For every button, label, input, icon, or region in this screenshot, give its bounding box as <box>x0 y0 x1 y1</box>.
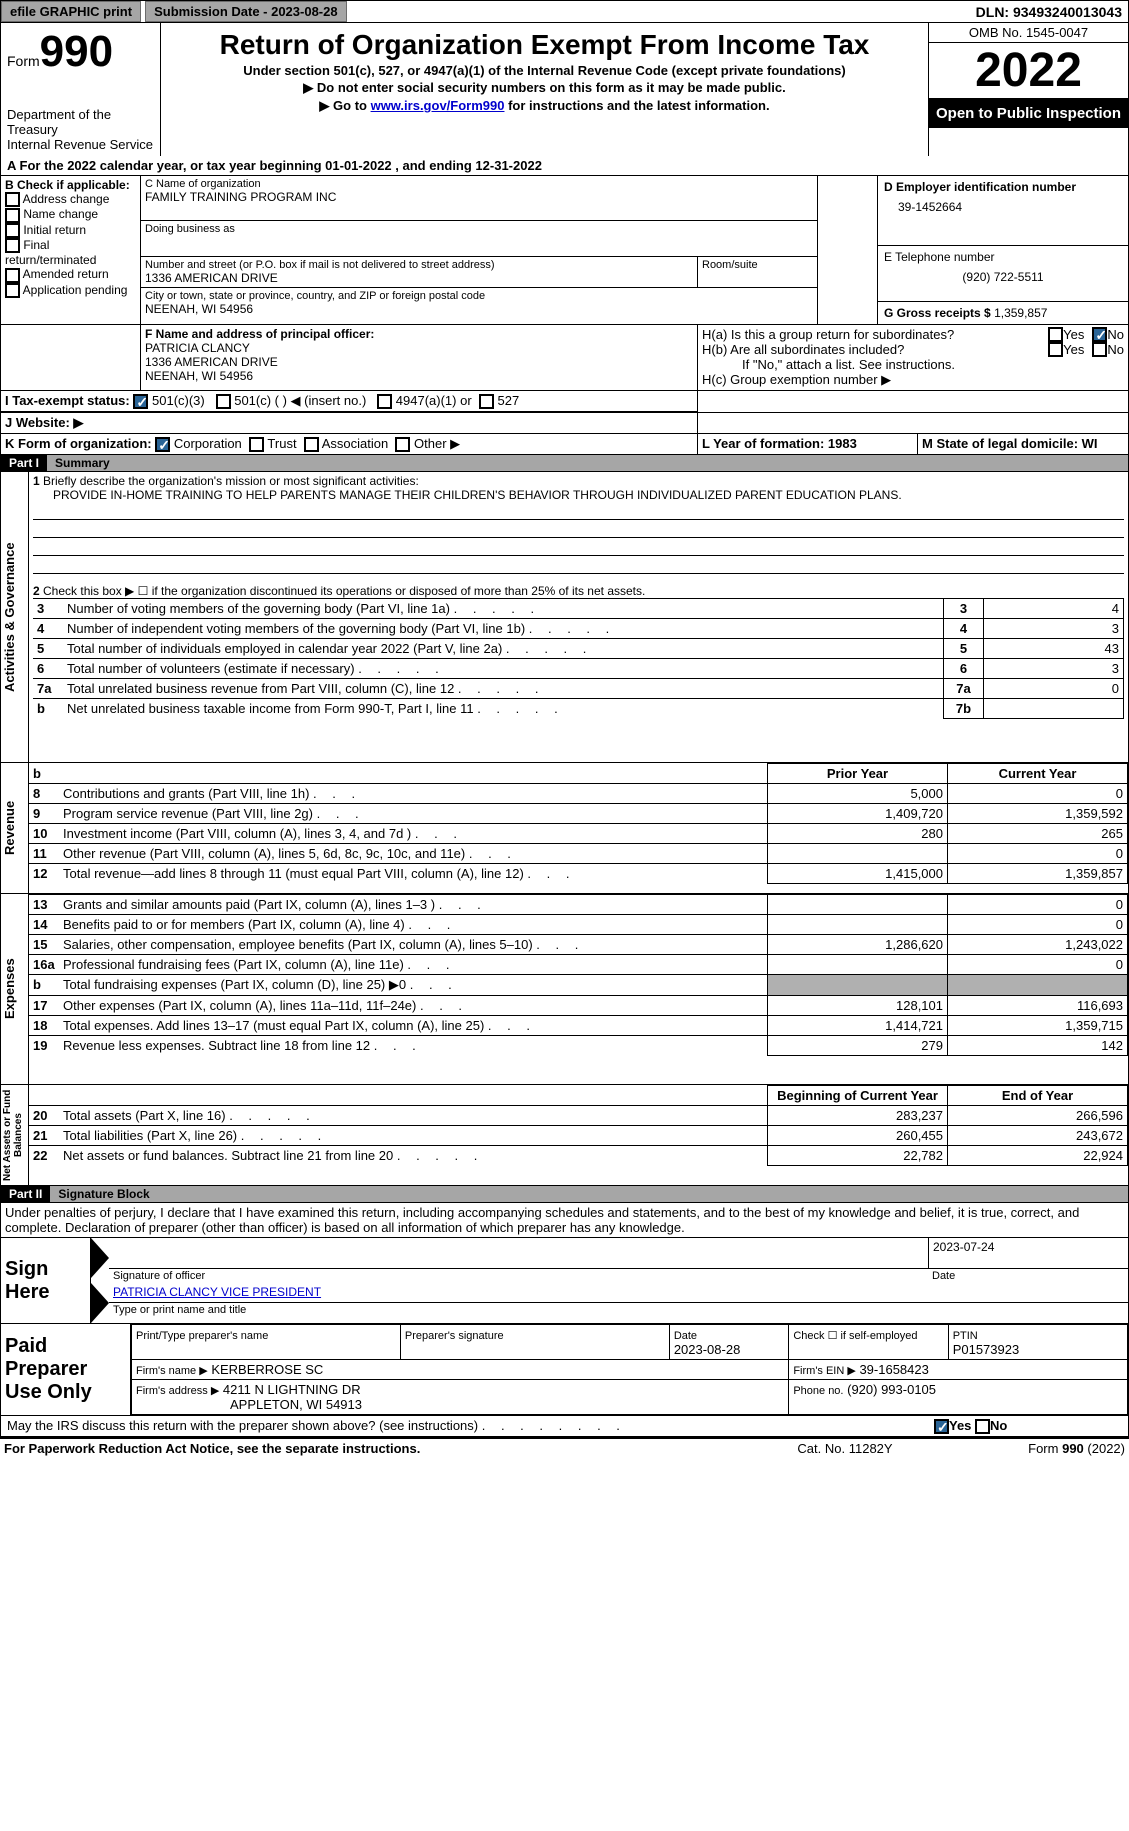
sign-name-label: Type or print name and title <box>109 1303 1128 1317</box>
part2-band: Part II <box>1 1186 50 1202</box>
declaration: Under penalties of perjury, I declare th… <box>0 1203 1129 1238</box>
prep-date: 2023-08-28 <box>674 1342 741 1357</box>
chk-501c[interactable] <box>216 394 231 409</box>
line1-label: Briefly describe the organization's miss… <box>43 474 419 488</box>
city-value: NEENAH, WI 54956 <box>145 302 813 316</box>
omb-label: OMB No. 1545-0047 <box>929 23 1128 43</box>
officer-street: 1336 AMERICAN DRIVE <box>145 355 693 369</box>
firm-addr1: 4211 N LIGHTNING DR <box>223 1382 361 1397</box>
note-1: ▶ Do not enter social security numbers o… <box>165 80 924 96</box>
form-subtitle: Under section 501(c), 527, or 4947(a)(1)… <box>165 63 924 78</box>
chk-name[interactable]: Name change <box>5 207 136 222</box>
chk-pending[interactable]: Application pending <box>5 283 136 298</box>
hb-label: H(b) Are all subordinates included? <box>702 342 1048 357</box>
sign-name: PATRICIA CLANCY VICE PRESIDENT <box>109 1283 1128 1303</box>
arrow-icon <box>91 1283 109 1323</box>
section-j-label: J Website: ▶ <box>5 415 83 430</box>
gross-receipts: 1,359,857 <box>994 306 1047 320</box>
org-name: FAMILY TRAINING PROGRAM INC <box>145 190 813 204</box>
tax-year: 2022 <box>929 43 1128 99</box>
street-label: Number and street (or P.O. box if mail i… <box>145 259 693 271</box>
hb-yes[interactable] <box>1048 342 1063 357</box>
chk-other[interactable] <box>395 437 410 452</box>
discuss-yes[interactable] <box>934 1419 949 1434</box>
sign-date: 2023-07-24 <box>928 1238 1128 1268</box>
section-f-label: F Name and address of principal officer: <box>145 327 693 341</box>
arrow-icon <box>91 1238 109 1278</box>
street-value: 1336 AMERICAN DRIVE <box>145 271 693 285</box>
part2-title: Signature Block <box>50 1186 1128 1202</box>
discuss-label: May the IRS discuss this return with the… <box>1 1416 928 1436</box>
section-k-label: K Form of organization: <box>5 436 152 451</box>
firm-phone: (920) 993-0105 <box>847 1382 936 1397</box>
chk-amended[interactable]: Amended return <box>5 267 136 282</box>
chk-final[interactable]: Final return/terminated <box>5 238 136 267</box>
paperwork-notice: For Paperwork Reduction Act Notice, see … <box>4 1441 420 1456</box>
hb-note: If "No," attach a list. See instructions… <box>742 357 1124 372</box>
firm-ein: 39-1658423 <box>859 1362 928 1377</box>
section-d-label: D Employer identification number <box>884 180 1122 194</box>
section-c-name-label: C Name of organization <box>145 178 813 190</box>
line1-text: PROVIDE IN-HOME TRAINING TO HELP PARENTS… <box>53 488 1124 502</box>
phone-value: (920) 722-5511 <box>884 270 1122 284</box>
ha-label: H(a) Is this a group return for subordin… <box>702 327 1048 342</box>
vlabel-revenue: Revenue <box>1 763 18 893</box>
open-inspection: Open to Public Inspection <box>929 99 1128 128</box>
cat-no: Cat. No. 11282Y <box>745 1441 945 1456</box>
form-title: Return of Organization Exempt From Incom… <box>165 29 924 61</box>
chk-trust[interactable] <box>249 437 264 452</box>
part1-title: Summary <box>47 455 1128 471</box>
ptin-value: P01573923 <box>953 1342 1020 1357</box>
dba-label: Doing business as <box>145 223 813 235</box>
room-label: Room/suite <box>702 259 813 271</box>
chk-address[interactable]: Address change <box>5 192 136 207</box>
section-b-label: B Check if applicable: <box>5 178 136 192</box>
city-label: City or town, state or province, country… <box>145 290 813 302</box>
prep-sig-label: Preparer's signature <box>405 1330 504 1342</box>
form-number: Form990 <box>7 27 154 77</box>
chk-initial[interactable]: Initial return <box>5 223 136 238</box>
chk-assoc[interactable] <box>304 437 319 452</box>
section-l: L Year of formation: 1983 <box>698 434 918 454</box>
irs-link[interactable]: www.irs.gov/Form990 <box>371 98 505 113</box>
chk-501c3[interactable] <box>133 394 148 409</box>
chk-527[interactable] <box>479 394 494 409</box>
chk-4947[interactable] <box>377 394 392 409</box>
prep-check[interactable]: Check ☐ if self-employed <box>793 1330 917 1342</box>
preparer-label: Paid Preparer Use Only <box>1 1324 131 1415</box>
dept-label: Department of the Treasury <box>7 107 154 137</box>
vlabel-expenses: Expenses <box>1 894 18 1084</box>
section-e-label: E Telephone number <box>884 250 1122 264</box>
firm-addr2: APPLETON, WI 54913 <box>230 1397 362 1412</box>
efile-print-button[interactable]: efile GRAPHIC print <box>1 1 141 22</box>
vlabel-activities: Activities & Governance <box>1 472 18 762</box>
sig-officer-label: Signature of officer <box>109 1269 928 1283</box>
officer-name: PATRICIA CLANCY <box>145 341 693 355</box>
note-2: ▶ Go to www.irs.gov/Form990 for instruct… <box>165 98 924 114</box>
prep-print-label: Print/Type preparer's name <box>136 1330 268 1342</box>
irs-label: Internal Revenue Service <box>7 137 154 152</box>
section-i-label: I Tax-exempt status: <box>5 393 130 408</box>
section-g-label: G Gross receipts $ <box>884 306 991 320</box>
part1-band: Part I <box>1 455 47 471</box>
discuss-no[interactable] <box>975 1419 990 1434</box>
ha-no[interactable] <box>1092 327 1107 342</box>
hb-no[interactable] <box>1092 342 1107 357</box>
line-a: A For the 2022 calendar year, or tax yea… <box>1 156 548 175</box>
section-m: M State of legal domicile: WI <box>918 434 1128 454</box>
officer-city: NEENAH, WI 54956 <box>145 369 693 383</box>
ha-yes[interactable] <box>1048 327 1063 342</box>
firm-name: KERBERROSE SC <box>211 1362 323 1377</box>
line2: Check this box ▶ ☐ if the organization d… <box>43 584 645 598</box>
hc-label: H(c) Group exemption number ▶ <box>702 372 1124 388</box>
form-footer: Form 990 (2022) <box>945 1441 1125 1456</box>
chk-corp[interactable] <box>155 437 170 452</box>
vlabel-net: Net Assets or Fund Balances <box>1 1085 25 1185</box>
sign-here-label: Sign Here <box>1 1238 91 1323</box>
ein-value: 39-1452664 <box>898 200 1122 214</box>
submission-date-button[interactable]: Submission Date - 2023-08-28 <box>145 1 347 22</box>
dln-label: DLN: 93493240013043 <box>970 2 1128 22</box>
sig-date-label: Date <box>928 1269 1128 1283</box>
